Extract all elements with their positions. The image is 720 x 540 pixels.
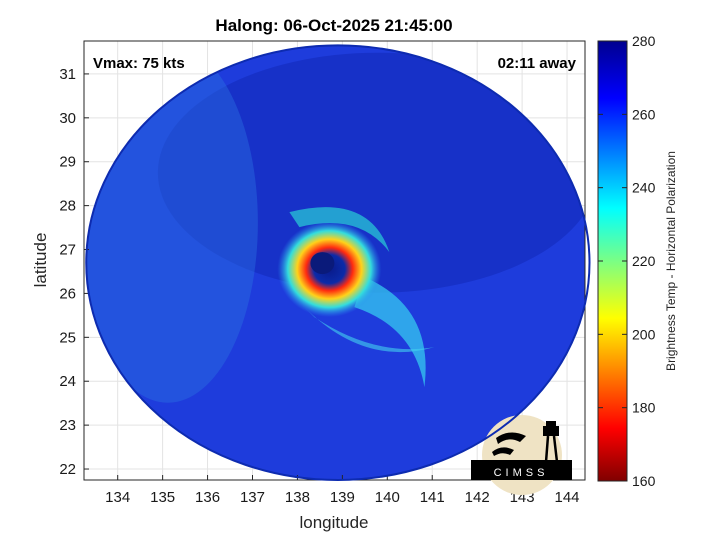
cold-region — [157, 52, 590, 293]
x-tick-label: 142 — [465, 489, 490, 506]
y-tick-label: 22 — [59, 461, 76, 478]
colorbar-tick-label: 260 — [632, 106, 656, 122]
y-tick-label: 31 — [59, 66, 76, 83]
colorbar: 160 180 200 220 240 260 280 Brightness Temp - … — [597, 33, 678, 489]
colorbar-label: Brightness Temp - Horizontal Polarizatio… — [664, 151, 678, 371]
x-tick-label: 135 — [150, 489, 175, 506]
y-tick-label: 29 — [59, 154, 76, 171]
x-tick-labels: 134 135 136 137 138 139 140 141 142 143 144 — [105, 475, 580, 506]
x-tick-label: 140 — [375, 489, 400, 506]
chart-title: Halong: 06-Oct-2025 21:45:00 — [215, 16, 452, 35]
swath-edge — [85, 44, 591, 481]
colorbar-tick-label: 180 — [632, 400, 656, 416]
x-tick-label: 139 — [330, 489, 355, 506]
logo-text: CIMSS — [494, 467, 549, 479]
y-tick-label: 23 — [59, 417, 76, 434]
colorbar-tick-label: 160 — [632, 473, 656, 489]
colorbar-tick-label: 200 — [632, 326, 656, 342]
x-axis-label: longitude — [299, 513, 368, 532]
time-away-annotation: 02:11 away — [498, 55, 577, 72]
y-tick-label: 24 — [59, 373, 76, 390]
vmax-annotation: Vmax: 75 kts — [93, 55, 185, 72]
y-tick-label: 27 — [59, 242, 76, 259]
cimss-logo: CIMSS — [471, 415, 572, 495]
x-tick-label: 134 — [105, 489, 130, 506]
colorbar-tick-label: 240 — [632, 180, 656, 196]
y-axis-label: latitude — [31, 233, 50, 288]
x-tick-label: 138 — [285, 489, 310, 506]
x-tick-label: 136 — [195, 489, 220, 506]
rainband-east — [354, 277, 426, 388]
colorbar-tick-label: 220 — [632, 253, 656, 269]
eye — [310, 252, 335, 275]
satellite-swath — [86, 45, 590, 480]
y-tick-label: 30 — [59, 110, 76, 127]
colorbar-tick-label: 280 — [632, 33, 656, 49]
x-tick-label: 144 — [555, 489, 580, 506]
x-tick-label: 141 — [420, 489, 445, 506]
x-tick-label: 137 — [240, 489, 265, 506]
y-tick-label: 28 — [59, 198, 76, 215]
rainband-north — [289, 207, 390, 253]
y-tick-label: 25 — [59, 329, 76, 346]
y-tick-labels: 22 23 24 25 26 27 28 29 30 31 — [59, 66, 89, 478]
y-tick-label: 26 — [59, 285, 76, 302]
